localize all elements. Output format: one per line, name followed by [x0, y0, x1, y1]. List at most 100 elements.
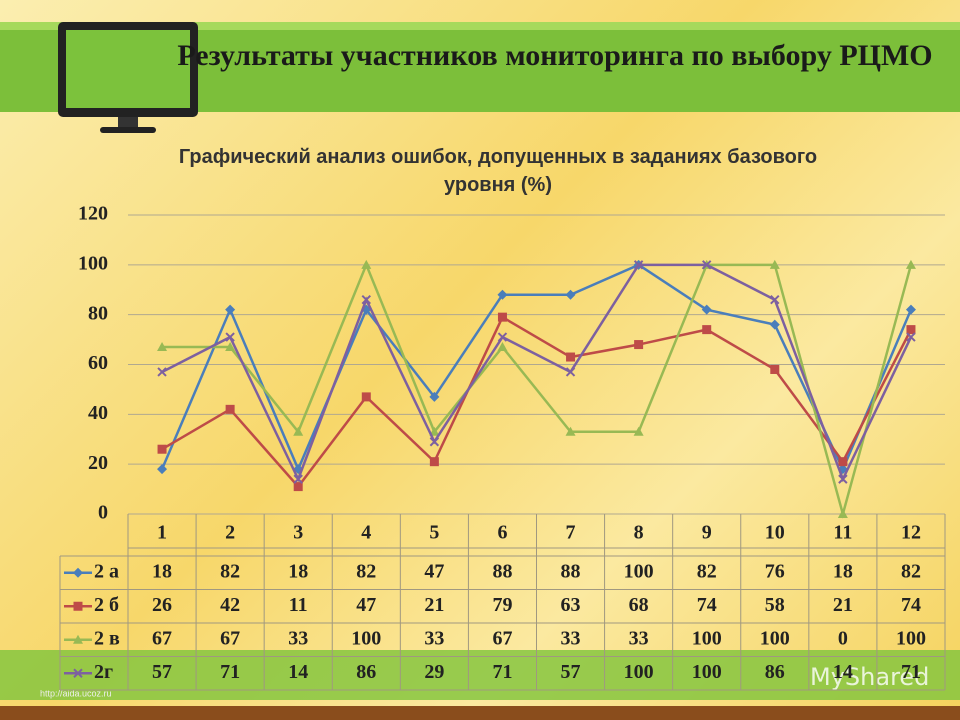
y-tick-label: 40	[88, 402, 108, 424]
slide-title: Результаты участников мониторинга по выб…	[177, 39, 932, 72]
marker	[429, 437, 440, 447]
y-tick-label: 80	[88, 302, 108, 324]
y-tick-label: 20	[88, 452, 108, 474]
marker	[497, 289, 508, 300]
x-tick-label: 4	[361, 522, 371, 544]
marker	[633, 260, 644, 270]
x-tick-label: 8	[634, 522, 644, 544]
table-cell: 88	[561, 560, 581, 582]
marker	[701, 304, 712, 315]
marker	[838, 457, 848, 467]
table-cell: 86	[356, 661, 376, 683]
marker	[633, 426, 644, 436]
table-cell: 100	[692, 627, 722, 649]
x-tick-label: 7	[566, 522, 576, 544]
y-tick-label: 0	[98, 502, 108, 524]
table-cell: 21	[424, 594, 444, 616]
marker	[565, 367, 576, 377]
marker	[225, 404, 235, 414]
series-line	[160, 263, 913, 473]
series-line	[162, 261, 913, 519]
table-cell: 100	[896, 627, 926, 649]
table-cell: 74	[901, 594, 921, 616]
legend-label: 2 а	[94, 560, 119, 582]
marker	[770, 364, 780, 374]
table-cell: 67	[152, 627, 172, 649]
table-cell: 63	[561, 594, 581, 616]
x-tick-label: 5	[429, 522, 439, 544]
marker	[429, 391, 440, 402]
marker	[293, 474, 303, 484]
table-cell: 67	[220, 627, 240, 649]
marker	[565, 289, 576, 300]
table-cell: 57	[152, 661, 172, 683]
marker	[702, 260, 712, 270]
legend-marker	[73, 634, 83, 644]
marker	[497, 332, 508, 342]
y-tick-label: 60	[88, 352, 108, 374]
marker	[770, 295, 780, 305]
footer-strip	[0, 706, 960, 720]
table-cell: 42	[220, 594, 240, 616]
marker	[905, 259, 916, 269]
table-cell: 57	[561, 661, 581, 683]
table-cell: 100	[351, 627, 381, 649]
table-cell: 33	[424, 627, 444, 649]
table-cell: 68	[629, 594, 649, 616]
marker	[769, 259, 780, 269]
marker	[157, 342, 168, 352]
x-tick-label: 2	[225, 522, 235, 544]
x-tick-label: 11	[833, 522, 852, 544]
series	[157, 259, 916, 519]
table-cell: 11	[289, 594, 308, 616]
marker	[838, 474, 848, 484]
legend-label: 2 б	[94, 594, 119, 616]
marker	[293, 426, 304, 436]
table-cell: 33	[288, 627, 308, 649]
marker	[157, 444, 167, 454]
table-cell: 14	[288, 661, 308, 683]
legend-marker	[73, 601, 83, 611]
table-cell: 67	[492, 627, 512, 649]
table-cell: 82	[697, 560, 717, 582]
marker	[905, 304, 916, 315]
marker	[497, 312, 507, 322]
table-cell: 86	[765, 661, 785, 683]
table-cell: 33	[629, 627, 649, 649]
marker	[497, 342, 508, 352]
watermark: MyShared	[810, 663, 929, 691]
x-tick-label: 9	[702, 522, 712, 544]
x-tick-label: 10	[765, 522, 785, 544]
table-cell: 47	[356, 594, 376, 616]
marker	[837, 509, 848, 518]
monitor-icon	[58, 22, 198, 133]
marker	[225, 304, 236, 315]
table-cell: 100	[624, 661, 654, 683]
x-tick-label: 6	[497, 522, 507, 544]
table-cell: 100	[624, 560, 654, 582]
marker	[225, 332, 235, 342]
marker	[769, 319, 780, 330]
marker	[429, 457, 439, 467]
x-tick-label: 1	[157, 522, 167, 544]
marker	[293, 482, 303, 492]
marker	[361, 295, 371, 305]
table-cell: 71	[901, 661, 921, 683]
table-cell: 100	[692, 661, 722, 683]
legend-label: 2г	[94, 661, 113, 683]
table-cell: 82	[220, 560, 240, 582]
footer-band	[0, 650, 960, 700]
table-cell: 47	[424, 560, 444, 582]
table-cell: 29	[424, 661, 444, 683]
table-cell: 82	[356, 560, 376, 582]
table-cell: 18	[833, 560, 853, 582]
table-cell: 14	[833, 661, 853, 683]
marker	[429, 426, 440, 436]
table-cell: 71	[220, 661, 240, 683]
series	[157, 260, 916, 484]
table-cell: 26	[152, 594, 172, 616]
series	[157, 312, 916, 492]
marker	[361, 392, 371, 402]
table-cell: 88	[492, 560, 512, 582]
